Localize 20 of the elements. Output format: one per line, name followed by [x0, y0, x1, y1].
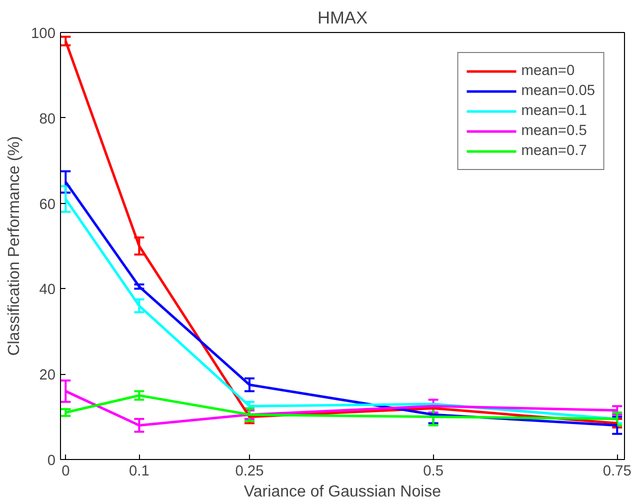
- x-tick-label: 0.5: [423, 464, 444, 480]
- x-tick-label: 0: [62, 464, 70, 480]
- legend-label: mean=0: [521, 63, 575, 79]
- chart-title: HMAX: [317, 8, 368, 28]
- legend-label: mean=0.7: [521, 143, 587, 159]
- y-tick-label: 60: [39, 196, 56, 213]
- y-tick-label: 20: [39, 368, 56, 384]
- y-tick-label: 80: [39, 111, 56, 128]
- x-tick-label: 0.75: [602, 464, 632, 480]
- line-series: [64, 394, 618, 420]
- y-tick-label: 100: [31, 26, 56, 42]
- x-tick-label: 0.1: [128, 464, 150, 480]
- y-axis-title: Classification Performance (%): [6, 136, 24, 356]
- y-tick-label: 0: [47, 453, 56, 469]
- legend-label: mean=0.5: [521, 123, 587, 139]
- x-tick-label: 0.25: [235, 464, 264, 480]
- y-tick-label: 40: [39, 282, 56, 298]
- x-axis-title: Variance of Gaussian Noise: [244, 484, 442, 500]
- legend-label: mean=0.05: [521, 83, 595, 99]
- legend-label: mean=0.1: [521, 103, 587, 119]
